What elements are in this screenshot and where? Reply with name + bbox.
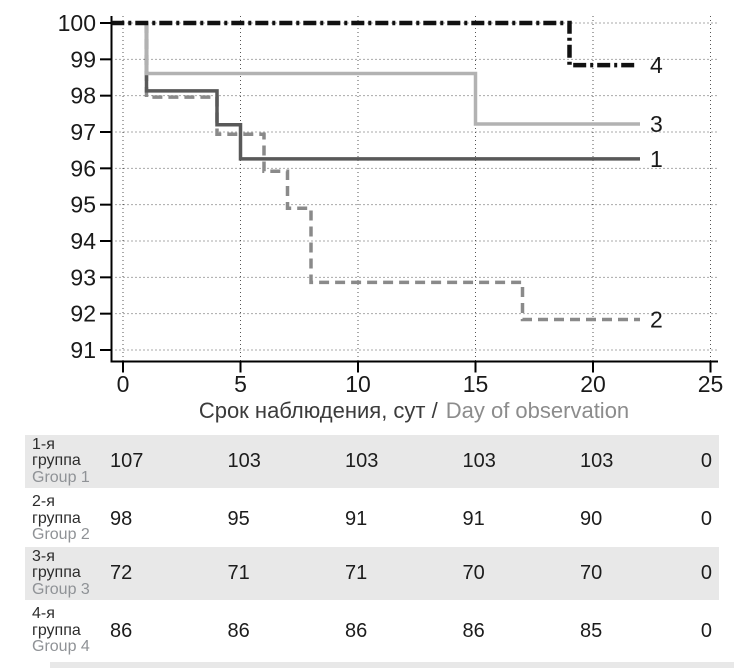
x-tick-label: 15 <box>463 371 489 397</box>
risk-count: 95 <box>227 507 250 530</box>
group-label-ru-line2: группа <box>32 509 81 527</box>
group-label-en: Group 4 <box>32 638 90 656</box>
survival-chart: Срок наблюдения, сут / Day of observation… <box>58 10 724 423</box>
y-tick-label: 97 <box>70 119 96 145</box>
y-tick-label: 92 <box>70 301 96 327</box>
y-tick-label: 94 <box>70 228 96 254</box>
group-label-ru-line2: группа <box>32 452 81 470</box>
group-label-ru-line1: 3-я <box>32 547 55 565</box>
risk-count: 103 <box>580 450 614 472</box>
table-row-group-3: 3-я группа Group 3 72 71 71 70 70 0 <box>25 547 719 603</box>
table-row-group-2: 2-я группа Group 2 98 95 91 91 90 0 <box>25 491 719 547</box>
risk-count: 71 <box>227 562 250 584</box>
risk-count: 0 <box>700 562 712 584</box>
group-3-label: 3-я группа Group 3 <box>25 547 110 599</box>
group-label-ru-line1: 2-я <box>32 493 55 511</box>
risk-count: 103 <box>345 450 379 472</box>
x-tick-label: 10 <box>345 371 371 397</box>
risk-count: 86 <box>227 619 250 642</box>
y-tick-label: 91 <box>70 337 96 363</box>
risk-count: 86 <box>462 619 485 642</box>
risk-count: 98 <box>110 507 133 530</box>
curve-end-label-1: 1 <box>650 146 663 172</box>
risk-count: 71 <box>345 562 368 584</box>
y-tick-label: 95 <box>70 192 96 218</box>
x-tick-label: 5 <box>234 371 247 397</box>
group-label-ru-line1: 1-я <box>32 435 55 453</box>
y-tick-label: 98 <box>70 83 96 109</box>
table-row-group-4: 4-я группа Group 4 86 86 86 86 85 0 <box>25 603 719 659</box>
risk-count: 107 <box>110 450 144 472</box>
risk-count: 103 <box>462 450 496 472</box>
x-axis-title-en: Day of observation <box>446 398 629 423</box>
risk-count: 85 <box>580 619 603 642</box>
risk-count: 70 <box>580 562 603 584</box>
group-label-ru-line2: группа <box>32 564 81 582</box>
group-4-label: 4-я группа Group 4 <box>25 606 110 656</box>
group-2-label: 2-я группа Group 2 <box>25 494 110 544</box>
survival-curve-group-3 <box>144 23 640 126</box>
risk-count: 0 <box>700 619 712 642</box>
risk-count: 91 <box>345 507 368 530</box>
y-tick-label: 93 <box>70 264 96 290</box>
risk-count: 0 <box>700 450 712 472</box>
x-tick-label: 25 <box>698 371 724 397</box>
risk-count: 70 <box>462 562 485 584</box>
group-1-label: 1-я группа Group 1 <box>25 435 110 487</box>
risk-count: 0 <box>700 507 712 530</box>
group-label-en: Group 1 <box>32 468 90 486</box>
risk-count: 90 <box>580 507 603 530</box>
risk-count: 91 <box>462 507 485 530</box>
risk-count: 72 <box>110 562 133 584</box>
x-tick-label: 20 <box>580 371 606 397</box>
group-label-en: Group 3 <box>32 580 90 598</box>
survival-curve-group-1 <box>144 23 640 161</box>
table-row-group-1: 1-я группа Group 1 107 103 103 103 103 0 <box>25 435 719 491</box>
survival-curve-group-4 <box>111 20 638 68</box>
group-label-ru-line1: 4-я <box>32 605 55 623</box>
survival-curve-group-2 <box>144 23 640 322</box>
numbers-at-risk-table: 1-я группа Group 1 107 103 103 103 103 0… <box>25 435 734 668</box>
risk-count: 103 <box>227 450 261 472</box>
y-tick-label: 100 <box>58 10 96 36</box>
risk-count: 86 <box>345 619 368 642</box>
group-label-en: Group 2 <box>32 526 90 544</box>
y-tick-label: 96 <box>70 155 96 181</box>
next-row-partial-strip <box>50 662 734 668</box>
group-label-ru-line2: группа <box>32 621 81 639</box>
curve-end-label-4: 4 <box>650 52 663 78</box>
curve-end-label-2: 2 <box>650 306 663 332</box>
x-tick-label: 0 <box>117 371 130 397</box>
risk-count: 86 <box>110 619 133 642</box>
x-axis-title-ru: Срок наблюдения, сут / <box>199 398 439 423</box>
curve-end-label-3: 3 <box>650 111 663 137</box>
x-axis-title: Срок наблюдения, сут / Day of observation <box>199 398 629 423</box>
y-tick-label: 99 <box>70 46 96 72</box>
